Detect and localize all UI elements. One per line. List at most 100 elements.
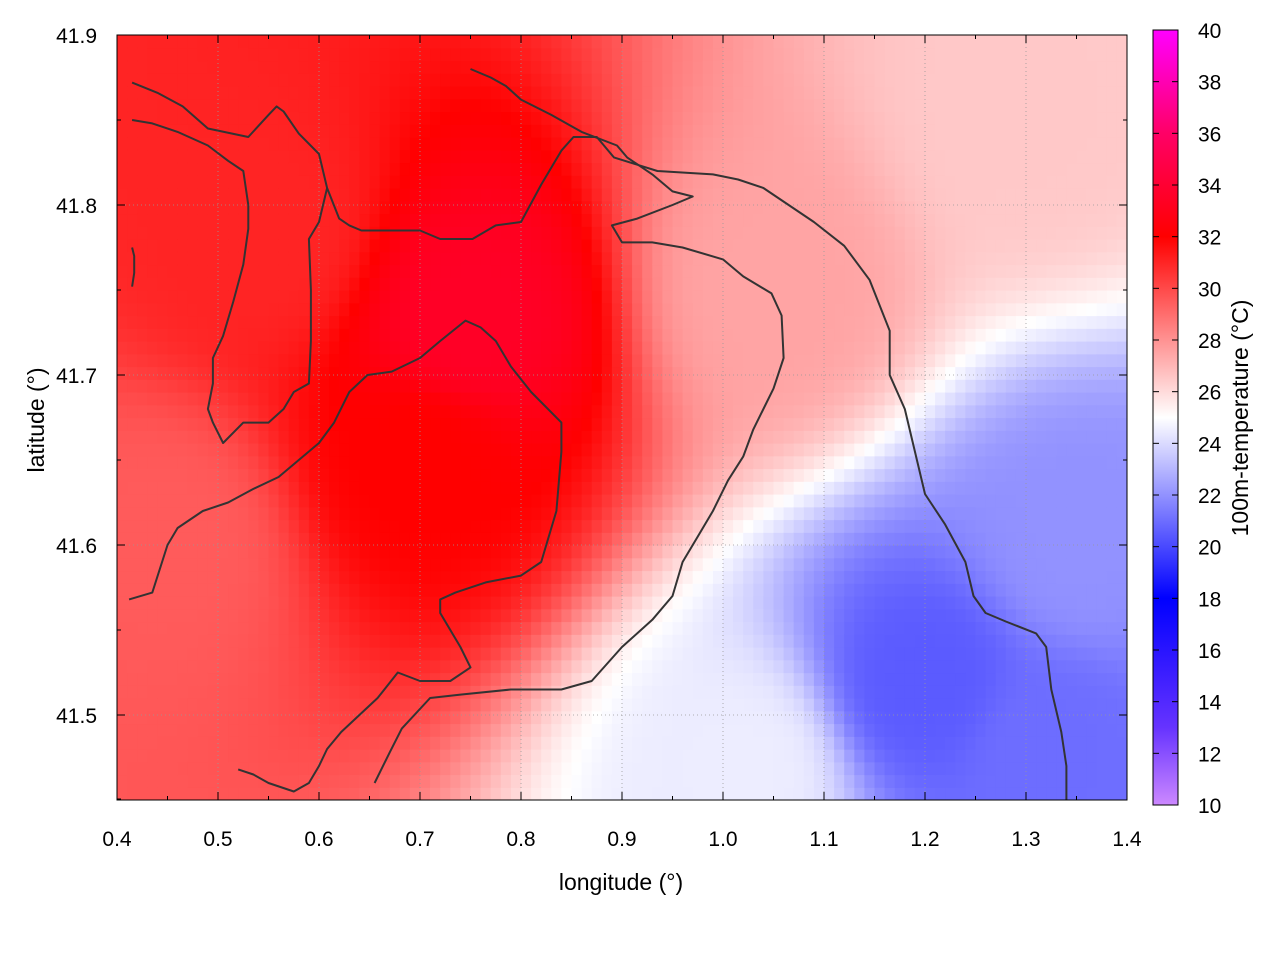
- heatmap-cell: [672, 710, 684, 725]
- heatmap-cell: [308, 47, 320, 62]
- heatmap-cell: [834, 392, 845, 406]
- heatmap-cell: [238, 175, 249, 189]
- heatmap-cell: [733, 506, 744, 521]
- heatmap-cell: [369, 315, 381, 329]
- heatmap-cell: [450, 226, 461, 240]
- heatmap-cell: [793, 596, 805, 610]
- heatmap-cell: [813, 468, 825, 482]
- heatmap-cell: [571, 302, 583, 317]
- heatmap-cell: [207, 787, 219, 800]
- heatmap-cell: [450, 710, 461, 725]
- heatmap-cell: [763, 328, 775, 342]
- heatmap-cell: [834, 672, 845, 686]
- heatmap-cell: [571, 608, 583, 623]
- heatmap-cell: [298, 761, 310, 776]
- heatmap-cell: [308, 506, 320, 521]
- heatmap-cell: [632, 162, 643, 176]
- heatmap-cell: [581, 468, 593, 482]
- heatmap-cell: [581, 519, 593, 533]
- heatmap-cell: [692, 659, 704, 674]
- heatmap-cell: [379, 430, 391, 444]
- heatmap-cell: [712, 787, 724, 800]
- heatmap-cell: [642, 787, 653, 800]
- heatmap-cell: [157, 787, 169, 800]
- heatmap-cell: [884, 73, 896, 87]
- heatmap-cell: [409, 404, 421, 419]
- heatmap-cell: [359, 672, 371, 686]
- heatmap-cell: [298, 366, 310, 380]
- heatmap-cell: [611, 583, 623, 597]
- heatmap-cell: [733, 519, 744, 533]
- heatmap-cell: [329, 315, 340, 329]
- heatmap-cell: [521, 137, 532, 151]
- heatmap-cell: [218, 86, 229, 100]
- heatmap-cell: [864, 379, 876, 393]
- heatmap-cell: [874, 468, 886, 482]
- heatmap-cell: [601, 175, 613, 189]
- heatmap-cell: [692, 251, 704, 266]
- heatmap-cell: [854, 60, 865, 74]
- heatmap-cell: [379, 188, 391, 202]
- heatmap-cell: [470, 149, 482, 164]
- heatmap-cell: [894, 787, 906, 800]
- heatmap-cell: [480, 226, 492, 240]
- heatmap-cell: [339, 213, 350, 227]
- heatmap-cell: [662, 634, 674, 648]
- heatmap-cell: [329, 264, 340, 278]
- heatmap-cell: [470, 506, 482, 521]
- heatmap-cell: [601, 290, 613, 304]
- heatmap-cell: [763, 659, 775, 674]
- heatmap-cell: [521, 35, 532, 49]
- heatmap-cell: [187, 647, 199, 661]
- heatmap-cell: [470, 787, 482, 800]
- heatmap-cell: [177, 596, 189, 610]
- heatmap-cell: [369, 723, 381, 737]
- heatmap-cell: [854, 264, 865, 278]
- heatmap-cell: [278, 60, 290, 74]
- heatmap-cell: [723, 532, 734, 546]
- heatmap-cell: [510, 264, 522, 278]
- heatmap-cell: [238, 328, 249, 342]
- heatmap-cell: [137, 213, 148, 227]
- heatmap-cell: [682, 137, 694, 151]
- heatmap-cell: [207, 149, 219, 164]
- heatmap-cell: [137, 86, 148, 100]
- heatmap-cell: [652, 200, 663, 215]
- heatmap-cell: [622, 736, 633, 750]
- heatmap-cell: [753, 124, 764, 138]
- heatmap-cell: [521, 736, 532, 750]
- heatmap-cell: [864, 685, 876, 699]
- heatmap-cell: [531, 73, 542, 87]
- heatmap-cell: [127, 226, 138, 240]
- heatmap-cell: [733, 73, 744, 87]
- heatmap-cell: [692, 723, 704, 737]
- heatmap-cell: [389, 596, 401, 610]
- heatmap-cell: [581, 137, 593, 151]
- heatmap-cell: [894, 341, 906, 355]
- heatmap-cell: [904, 162, 916, 176]
- heatmap-cell: [298, 468, 310, 482]
- heatmap-cell: [813, 60, 825, 74]
- heatmap-cell: [803, 60, 815, 74]
- heatmap-cell: [622, 685, 633, 699]
- heatmap-cell: [157, 35, 169, 49]
- heatmap-cell: [329, 787, 340, 800]
- heatmap-cell: [662, 443, 674, 457]
- heatmap-cell: [925, 86, 936, 100]
- heatmap-cell: [763, 290, 775, 304]
- heatmap-cell: [329, 35, 340, 49]
- heatmap-cell: [389, 774, 401, 788]
- heatmap-cell: [339, 672, 350, 686]
- heatmap-cell: [359, 111, 371, 125]
- heatmap-cell: [692, 277, 704, 291]
- heatmap-cell: [450, 341, 461, 355]
- heatmap-cell: [197, 302, 209, 317]
- heatmap-cell: [682, 710, 694, 725]
- heatmap-cell: [157, 570, 169, 584]
- heatmap-cell: [258, 251, 270, 266]
- heatmap-cell: [127, 60, 138, 74]
- heatmap-cell: [793, 519, 805, 533]
- heatmap-cell: [571, 672, 583, 686]
- heatmap-cell: [652, 634, 663, 648]
- heatmap-cell: [531, 710, 542, 725]
